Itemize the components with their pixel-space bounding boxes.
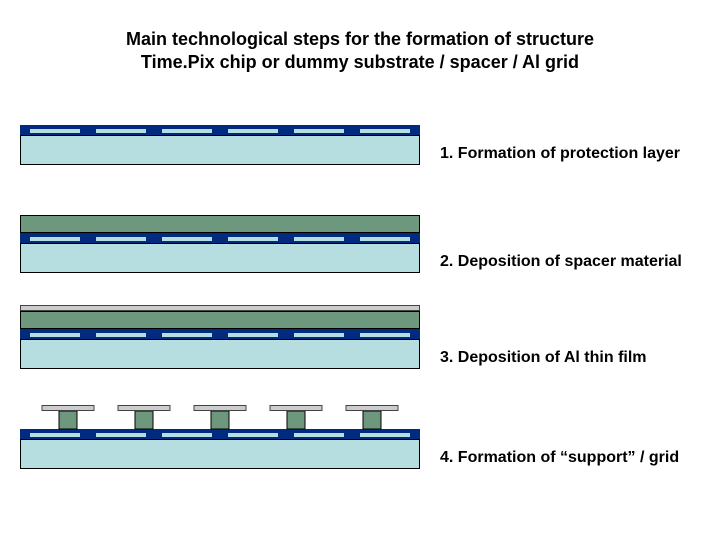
step-3-diagram — [20, 305, 420, 369]
step-row-3: 3. Deposition of Al thin film — [20, 305, 700, 369]
step-row-2: 2. Deposition of spacer material — [20, 215, 700, 273]
step-row-1: 1. Formation of protection layer — [20, 125, 700, 165]
step-2-diagram — [20, 215, 420, 273]
page-title: Main technological steps for the formati… — [0, 28, 720, 73]
title-line-1: Main technological steps for the formati… — [126, 29, 594, 49]
step-2-caption: 2. Deposition of spacer material — [440, 253, 682, 273]
step-row-4: 4. Formation of “support” / grid — [20, 405, 700, 469]
step-1-caption: 1. Formation of protection layer — [440, 145, 680, 165]
step-3-caption: 3. Deposition of Al thin film — [440, 349, 647, 369]
step-4-caption: 4. Formation of “support” / grid — [440, 449, 679, 469]
step-1-diagram — [20, 125, 420, 165]
step-4-diagram — [20, 405, 420, 469]
title-line-2: Time.Pix chip or dummy substrate / space… — [141, 52, 579, 72]
